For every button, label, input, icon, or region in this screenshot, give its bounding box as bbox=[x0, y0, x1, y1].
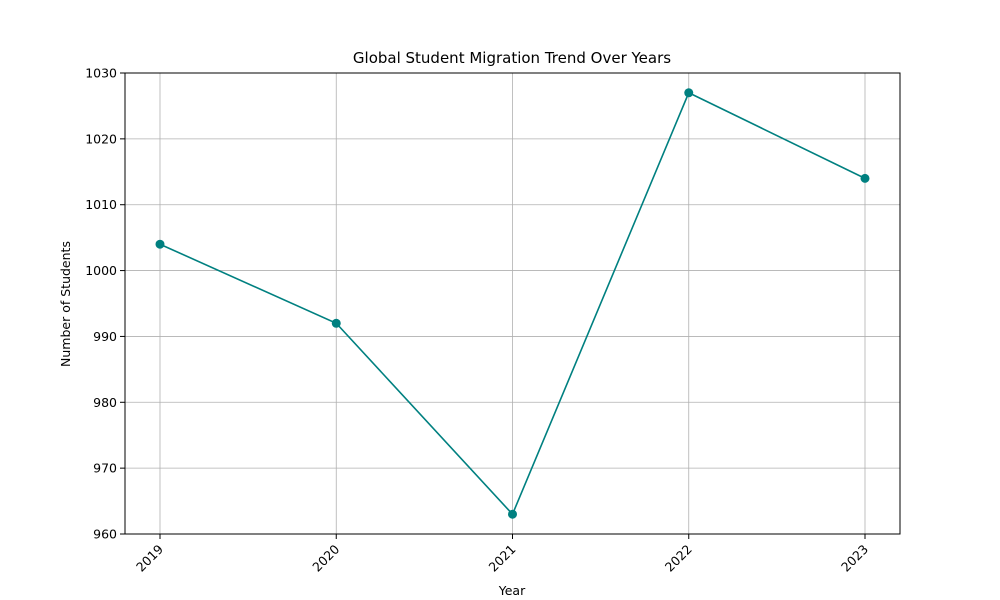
y-tick-label: 980 bbox=[93, 395, 117, 410]
x-tick-label: 2020 bbox=[309, 541, 342, 574]
series-layer bbox=[155, 88, 870, 519]
chart-title: Global Student Migration Trend Over Year… bbox=[353, 49, 671, 67]
y-tick-label: 960 bbox=[93, 527, 117, 542]
plot-frame bbox=[124, 72, 901, 535]
grid bbox=[125, 72, 900, 535]
x-tick-label: 2022 bbox=[662, 542, 695, 575]
y-tick-label: 1020 bbox=[85, 131, 117, 146]
y-tick-label: 970 bbox=[93, 461, 117, 476]
data-point bbox=[508, 509, 517, 519]
data-point bbox=[331, 318, 341, 328]
data-point bbox=[860, 173, 870, 183]
x-tick-label: 2023 bbox=[838, 542, 871, 575]
y-tick-label: 1000 bbox=[85, 263, 117, 278]
data-point bbox=[684, 88, 694, 98]
y-tick-label: 1030 bbox=[85, 66, 117, 81]
axes: 960 970 980 990 1000 1010 1020 1030 2019 2020 2021… bbox=[85, 66, 901, 575]
x-tick-label: 2019 bbox=[133, 541, 166, 574]
y-tick-label: 1010 bbox=[85, 197, 117, 212]
y-tick-label: 990 bbox=[93, 329, 117, 344]
x-tick-label: 2021 bbox=[486, 542, 519, 575]
y-axis-title: Number of Students bbox=[58, 241, 73, 367]
data-point bbox=[155, 239, 165, 249]
x-axis-title: Year bbox=[498, 583, 526, 598]
